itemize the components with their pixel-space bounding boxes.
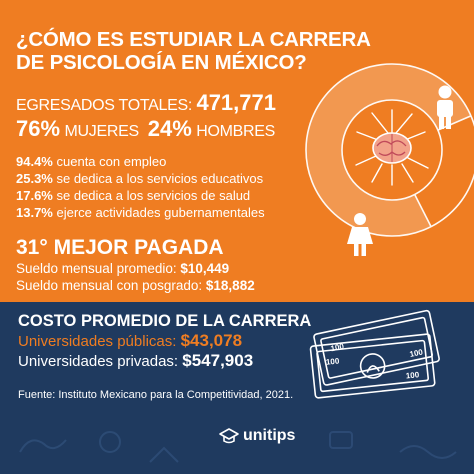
salary-average: Sueldo mensual promedio: $10,449 bbox=[16, 260, 255, 277]
women-pct: 76% bbox=[16, 116, 61, 141]
graduates-total: EGRESADOS TOTALES: 471,771 bbox=[16, 90, 276, 116]
salary-label: Sueldo mensual promedio: bbox=[16, 261, 177, 276]
doodle-box bbox=[329, 431, 353, 449]
banknote-value: 100 bbox=[326, 356, 341, 366]
salary-value: $10,449 bbox=[180, 261, 230, 276]
employment-item: 17.6% se dedica a los servicios de salud bbox=[16, 187, 265, 204]
doodle-squiggle bbox=[19, 439, 67, 453]
background-doodles bbox=[19, 431, 457, 463]
employment-pct: 17.6% bbox=[16, 188, 53, 203]
employment-pct: 13.7% bbox=[16, 205, 53, 220]
title-line-1: ¿CÓMO ES ESTUDIAR LA CARRERA bbox=[16, 28, 371, 51]
doodle-circle bbox=[99, 431, 121, 453]
employment-item: 13.7% ejerce actividades gubernamentales bbox=[16, 204, 265, 221]
employment-pct: 94.4% bbox=[16, 154, 53, 169]
graduates-value: 471,771 bbox=[196, 90, 276, 115]
cost-title: COSTO PROMEDIO DE LA CARRERA bbox=[18, 312, 312, 330]
cost-public-value: $43,078 bbox=[180, 331, 243, 350]
employment-text: ejerce actividades gubernamentales bbox=[56, 205, 265, 220]
graduates-label: EGRESADOS TOTALES: bbox=[16, 97, 192, 114]
employment-pct: 25.3% bbox=[16, 171, 53, 186]
top-section: ¿CÓMO ES ESTUDIAR LA CARRERA DE PSICOLOG… bbox=[0, 0, 474, 302]
employment-text: cuenta con empleo bbox=[56, 154, 167, 169]
graduation-cap-icon bbox=[219, 428, 239, 444]
ranking-title: 31° MEJOR PAGADA bbox=[16, 236, 224, 259]
employment-text: se dedica a los servicios de salud bbox=[56, 188, 251, 203]
postgrad-value: $18,882 bbox=[205, 278, 255, 293]
cost-private: Universidades privadas: $547,903 bbox=[18, 351, 253, 371]
brand-name: unitips bbox=[243, 427, 296, 444]
donut-divider bbox=[413, 194, 432, 227]
page-title: ¿CÓMO ES ESTUDIAR LA CARRERA DE PSICOLOG… bbox=[16, 28, 376, 74]
banknote-value: 100 bbox=[405, 370, 420, 380]
man-icon bbox=[437, 85, 453, 129]
banknote-value: 100 bbox=[330, 342, 345, 354]
brain-icon bbox=[355, 109, 429, 186]
men-label: HOMBRES bbox=[196, 123, 276, 140]
men-pct: 24% bbox=[147, 116, 192, 141]
salary-postgrad: Sueldo mensual con posgrado: $18,882 bbox=[16, 277, 255, 294]
doodle-chevron bbox=[149, 446, 179, 463]
employment-item: 94.4% cuenta con empleo bbox=[16, 153, 265, 170]
banknote-value: 100 bbox=[409, 347, 424, 359]
employment-list: 94.4% cuenta con empleo 25.3% se dedica … bbox=[16, 153, 265, 221]
donut-inner-ring bbox=[341, 99, 443, 201]
cost-private-label: Universidades privadas: bbox=[18, 353, 179, 370]
cost-section bbox=[0, 302, 474, 474]
donut-outer-ring bbox=[305, 63, 474, 237]
gender-split: 76% MUJERES 24% HOMBRES bbox=[16, 116, 275, 142]
donut-women-segment bbox=[305, 63, 471, 236]
source-citation: Fuente: Instituto Mexicano para la Compe… bbox=[18, 389, 294, 401]
title-line-2: DE PSICOLOGÍA EN MÉXICO? bbox=[16, 51, 307, 74]
cost-public: Universidades públicas: $43,078 bbox=[18, 331, 242, 351]
salary-block: Sueldo mensual promedio: $10,449 Sueldo … bbox=[16, 260, 255, 294]
employment-text: se dedica a los servicios educativos bbox=[56, 171, 264, 186]
doodle-wave bbox=[399, 445, 457, 459]
gender-donut-illustration bbox=[305, 63, 474, 256]
employment-item: 25.3% se dedica a los servicios educativ… bbox=[16, 170, 265, 187]
brand-logo: unitips bbox=[218, 424, 295, 448]
cost-public-label: Universidades públicas: bbox=[18, 333, 177, 350]
woman-icon bbox=[347, 213, 373, 256]
banknote-front: 100 100 bbox=[309, 333, 436, 399]
cost-private-value: $547,903 bbox=[182, 351, 254, 370]
postgrad-label: Sueldo mensual con posgrado: bbox=[16, 278, 203, 293]
women-label: MUJERES bbox=[64, 123, 140, 140]
banknote-back: 100 100 bbox=[313, 309, 440, 386]
